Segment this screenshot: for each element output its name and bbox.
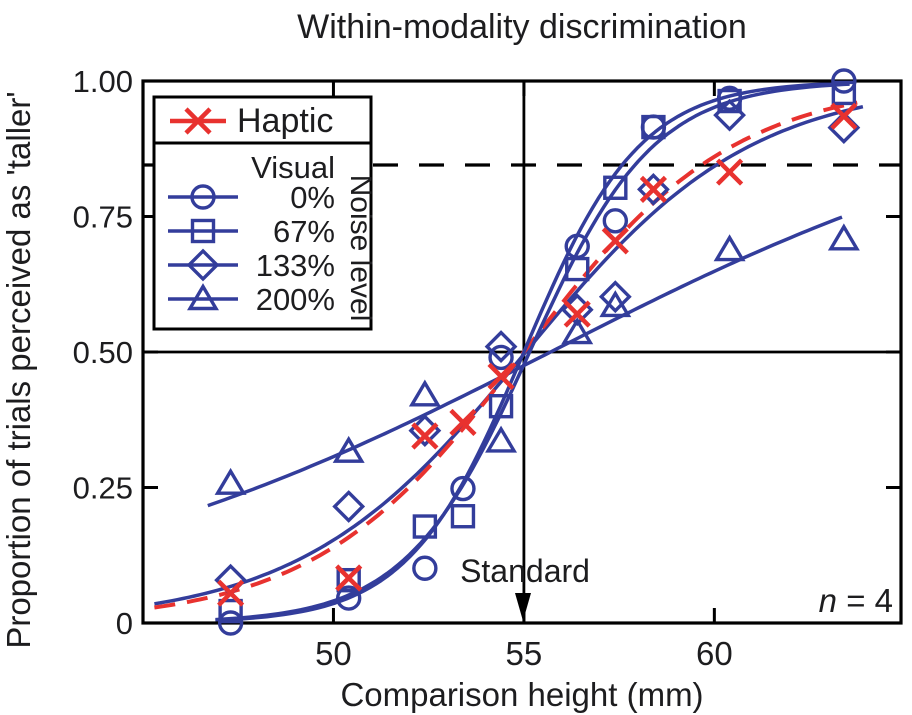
- curve-circle: [215, 81, 850, 623]
- marker-x: [601, 227, 629, 255]
- marker-square: [641, 114, 666, 140]
- marker-square: [412, 514, 438, 539]
- marker-x: [184, 107, 212, 135]
- legend-entry-label: 133%: [256, 248, 335, 283]
- marker-triangle: [485, 425, 518, 453]
- legend-entry-label: 0%: [290, 180, 335, 215]
- marker-triangle: [713, 234, 746, 262]
- y-tick-label: 0.25: [73, 471, 133, 506]
- marker-triangle: [214, 467, 247, 495]
- marker-square: [565, 256, 590, 282]
- marker-x: [449, 408, 477, 437]
- n-annotation-suffix: = 4: [837, 582, 893, 619]
- x-tick-label: 50: [315, 635, 352, 672]
- marker-x: [487, 362, 515, 390]
- marker-triangle: [561, 317, 594, 345]
- marker-diamond: [598, 280, 632, 314]
- marker-x: [335, 564, 363, 592]
- marker-x: [411, 422, 439, 450]
- marker-diamond: [186, 248, 220, 282]
- marker-square: [336, 567, 361, 593]
- marker-triangle: [408, 379, 441, 407]
- marker-circle: [602, 208, 629, 234]
- y-tick-label: 0.75: [73, 200, 133, 235]
- curve-x: [154, 100, 858, 610]
- marker-diamond: [637, 172, 670, 206]
- marker-diamond: [484, 330, 518, 363]
- marker-square: [717, 88, 742, 114]
- legend-visual-header: Visual: [251, 150, 335, 185]
- marker-square: [190, 218, 216, 244]
- n-annotation-prefix: n: [819, 582, 837, 619]
- marker-square: [603, 175, 628, 200]
- marker-circle: [488, 344, 514, 371]
- legend-marker-samples: [168, 107, 238, 311]
- chart-title: Within-modality discrimination: [297, 8, 747, 46]
- data-markers: [214, 68, 861, 636]
- marker-circle: [335, 585, 362, 611]
- y-tick-label: 0.50: [73, 335, 133, 370]
- marker-circle: [450, 475, 476, 502]
- marker-triangle: [187, 283, 219, 311]
- marker-diamond: [713, 98, 746, 132]
- marker-x: [563, 300, 591, 328]
- marker-square: [488, 394, 514, 419]
- marker-triangle: [827, 223, 860, 251]
- legend-entry-labels: 0%67%133%200%: [256, 180, 335, 317]
- legend: Haptic Visual 0%67%133%200% Noise level: [152, 95, 377, 331]
- marker-x: [639, 175, 668, 203]
- marker-circle: [412, 555, 438, 581]
- standard-arrowhead-icon: [515, 593, 531, 621]
- legend-entry-label: 67%: [273, 214, 335, 249]
- marker-diamond: [332, 490, 366, 523]
- marker-square: [831, 80, 857, 106]
- curve-square: [215, 82, 850, 622]
- marker-square: [218, 598, 243, 624]
- n-annotation: n = 4: [819, 582, 893, 619]
- marker-x: [716, 158, 744, 186]
- x-tick-label: 60: [696, 635, 733, 672]
- x-axis-title: Comparison height (mm): [340, 676, 703, 713]
- marker-triangle: [332, 435, 365, 463]
- tick-labels: 0 0.25 0.50 0.75 1.00 50 55 60: [73, 64, 733, 672]
- y-tick-label: 0: [116, 606, 133, 641]
- marker-circle: [190, 184, 216, 210]
- y-axis-title: Proportion of trials perceived as 'talle…: [0, 91, 37, 648]
- marker-x: [830, 102, 858, 130]
- legend-noise-level-label: Noise level: [344, 175, 377, 322]
- marker-x: [217, 579, 245, 607]
- standard-label: Standard: [460, 553, 590, 589]
- marker-triangle: [599, 290, 632, 318]
- marker-square: [450, 504, 476, 529]
- legend-entry-label: 200%: [256, 282, 335, 317]
- y-tick-label: 1.00: [73, 64, 133, 99]
- legend-haptic-label: Haptic: [237, 102, 333, 140]
- x-tick-label: 55: [506, 635, 543, 672]
